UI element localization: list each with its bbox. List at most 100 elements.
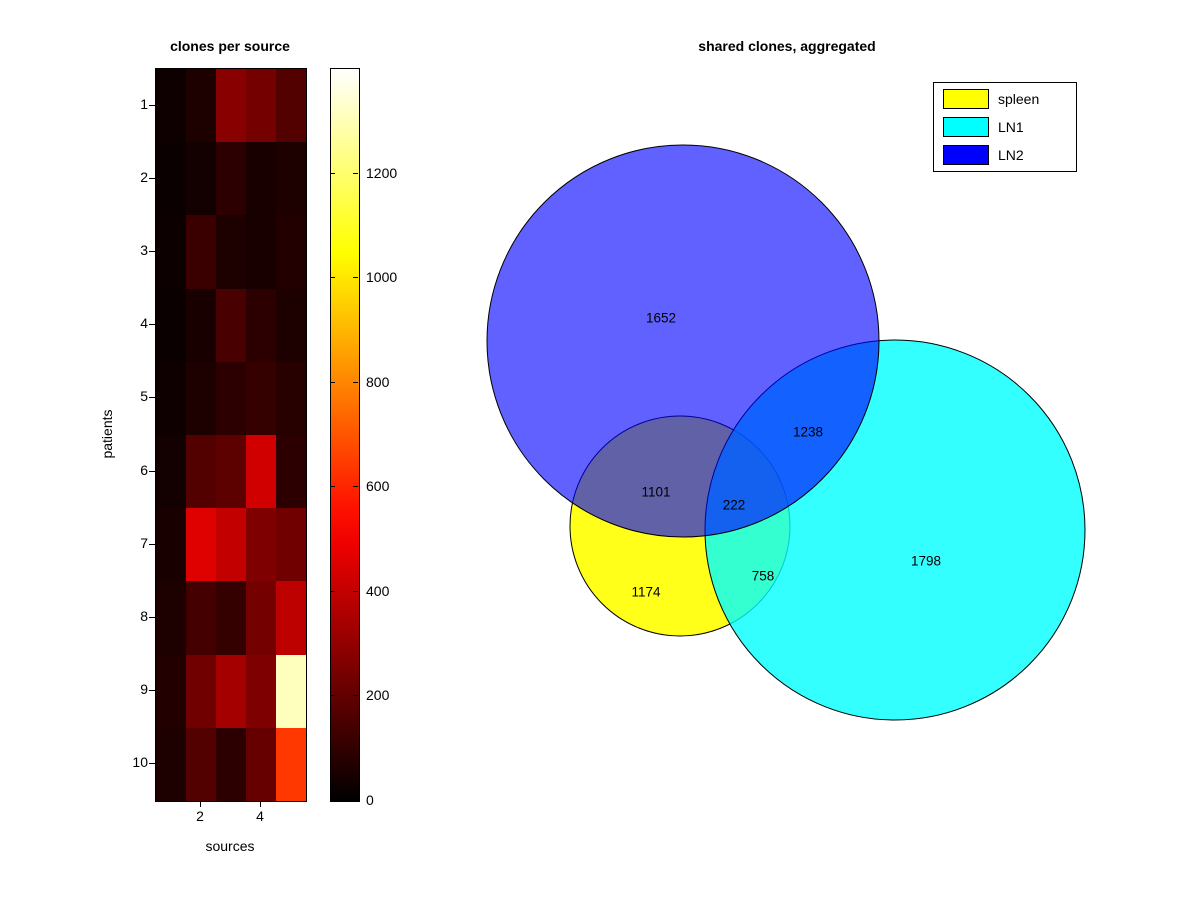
heatmap-y-tick-label: 3 (140, 242, 148, 258)
heatmap-cell-r9-c4 (246, 654, 276, 728)
heatmap-cell-r6-c5 (276, 434, 306, 509)
colorbar-tick-label: 0 (366, 792, 374, 808)
heatmap-cell-r4-c4 (246, 288, 276, 362)
heatmap-y-tick-label: 10 (132, 754, 148, 771)
heatmap-y-tick (149, 177, 155, 179)
heatmap-y-tick (149, 690, 155, 692)
heatmap-cell-r2-c2 (186, 142, 216, 216)
legend-label: LN2 (998, 147, 1024, 163)
heatmap-cell-r1-c1 (156, 69, 186, 143)
colorbar-tick-label: 200 (366, 687, 390, 704)
heatmap-cell-r7-c3 (216, 508, 246, 582)
legend-swatch-LN1 (943, 117, 989, 137)
heatmap-cell-r3-c1 (156, 215, 186, 289)
heatmap-cell-r5-c3 (216, 361, 246, 435)
heatmap-y-tick-label: 2 (140, 168, 148, 185)
heatmap-cell-r10-c4 (246, 727, 276, 801)
heatmap-cell-r4-c1 (156, 288, 186, 362)
heatmap-cell-r8-c3 (216, 581, 246, 655)
colorbar-tick (330, 590, 335, 592)
heatmap-x-tick-label: 4 (256, 808, 264, 824)
heatmap-cell-r2-c4 (246, 142, 276, 216)
heatmap-cell-r1-c4 (246, 69, 276, 143)
heatmap-cell-r8-c4 (246, 581, 276, 655)
heatmap-cell-r8-c2 (186, 581, 216, 655)
colorbar-tick (353, 486, 358, 488)
heatmap-axes (155, 68, 307, 802)
heatmap-y-tick (149, 543, 155, 545)
colorbar-tick (353, 800, 358, 801)
colorbar-tick (353, 172, 358, 174)
heatmap-cell-r8-c5 (276, 581, 306, 655)
venn-circle-ln2 (486, 144, 880, 538)
colorbar-tick (353, 695, 358, 697)
legend-item-spleen: spleen (934, 86, 1076, 112)
heatmap-y-tick-label: 9 (140, 681, 148, 698)
colorbar-tick (330, 277, 335, 279)
colorbar-tick (353, 381, 358, 383)
heatmap-cell-r4-c2 (186, 288, 216, 362)
heatmap-x-tick (260, 801, 261, 807)
heatmap-cell-r7-c5 (276, 508, 306, 582)
heatmap-cell-r1-c2 (186, 69, 216, 143)
heatmap-cell-r5-c2 (186, 361, 216, 435)
heatmap-cell-r5-c5 (276, 361, 306, 435)
heatmap-y-tick (149, 470, 155, 472)
heatmap-cell-r6-c4 (246, 434, 276, 509)
heatmap-cell-r5-c4 (246, 361, 276, 435)
heatmap-cell-r2-c1 (156, 142, 186, 216)
heatmap-y-tick (149, 397, 155, 399)
colorbar-tick (353, 277, 358, 279)
venn-title: shared clones, aggregated (698, 38, 876, 54)
colorbar-tick (330, 172, 335, 174)
legend-label: LN1 (998, 119, 1024, 135)
heatmap-cell-r4-c5 (276, 288, 306, 362)
heatmap-cell-r8-c1 (156, 581, 186, 655)
heatmap-cell-r9-c5 (276, 654, 306, 728)
heatmap-title: clones per source (170, 38, 290, 54)
heatmap-cell-r7-c1 (156, 508, 186, 582)
colorbar-tick-label: 1000 (366, 269, 398, 286)
venn-count-spleen-ln1: 758 (751, 568, 775, 584)
legend-item-LN1: LN1 (934, 114, 1076, 140)
heatmap-cell-r7-c2 (186, 508, 216, 582)
legend-item-LN2: LN2 (934, 142, 1076, 168)
venn-count-spleen-only: 1174 (631, 584, 661, 600)
colorbar-tick-label: 1200 (366, 164, 398, 181)
legend-label: spleen (998, 91, 1040, 107)
heatmap-y-tick-label: 1 (140, 95, 148, 112)
colorbar-tick-label: 400 (366, 582, 390, 599)
heatmap-cell-r10-c1 (156, 727, 186, 801)
heatmap-y-tick (149, 251, 155, 252)
heatmap-cell-r3-c3 (216, 215, 246, 289)
venn-count-spleen-ln2: 1101 (641, 484, 671, 500)
heatmap-cell-r5-c1 (156, 361, 186, 435)
heatmap-y-tick (149, 104, 155, 106)
venn-count-ln1-ln2: 1238 (792, 424, 824, 440)
venn-count-ln2-only: 1652 (645, 310, 677, 326)
legend-swatch-LN2 (943, 145, 989, 165)
colorbar-tick (353, 590, 358, 592)
heatmap-cell-r6-c1 (156, 434, 186, 509)
heatmap-cell-r2-c3 (216, 142, 246, 216)
heatmap-y-tick-label: 6 (140, 461, 148, 478)
colorbar-tick (330, 800, 335, 801)
heatmap-cell-r9-c3 (216, 654, 246, 728)
venn-count-all-three: 222 (722, 497, 746, 513)
heatmap-cell-r3-c4 (246, 215, 276, 289)
heatmap-cell-r7-c4 (246, 508, 276, 582)
legend-swatch-spleen (943, 89, 989, 109)
heatmap-cell-r6-c3 (216, 434, 246, 509)
heatmap-cell-r3-c2 (186, 215, 216, 289)
heatmap-cell-r3-c5 (276, 215, 306, 289)
legend: spleen LN1 LN2 (933, 82, 1077, 172)
colorbar-tick (330, 486, 335, 488)
colorbar-tick-label: 800 (366, 373, 390, 390)
heatmap-cell-r4-c3 (216, 288, 246, 362)
heatmap-cell-r1-c5 (276, 69, 306, 143)
heatmap-cell-r10-c5 (276, 727, 306, 801)
heatmap-y-tick (149, 617, 155, 618)
heatmap-cell-r9-c2 (186, 654, 216, 728)
heatmap-cell-r9-c1 (156, 654, 186, 728)
